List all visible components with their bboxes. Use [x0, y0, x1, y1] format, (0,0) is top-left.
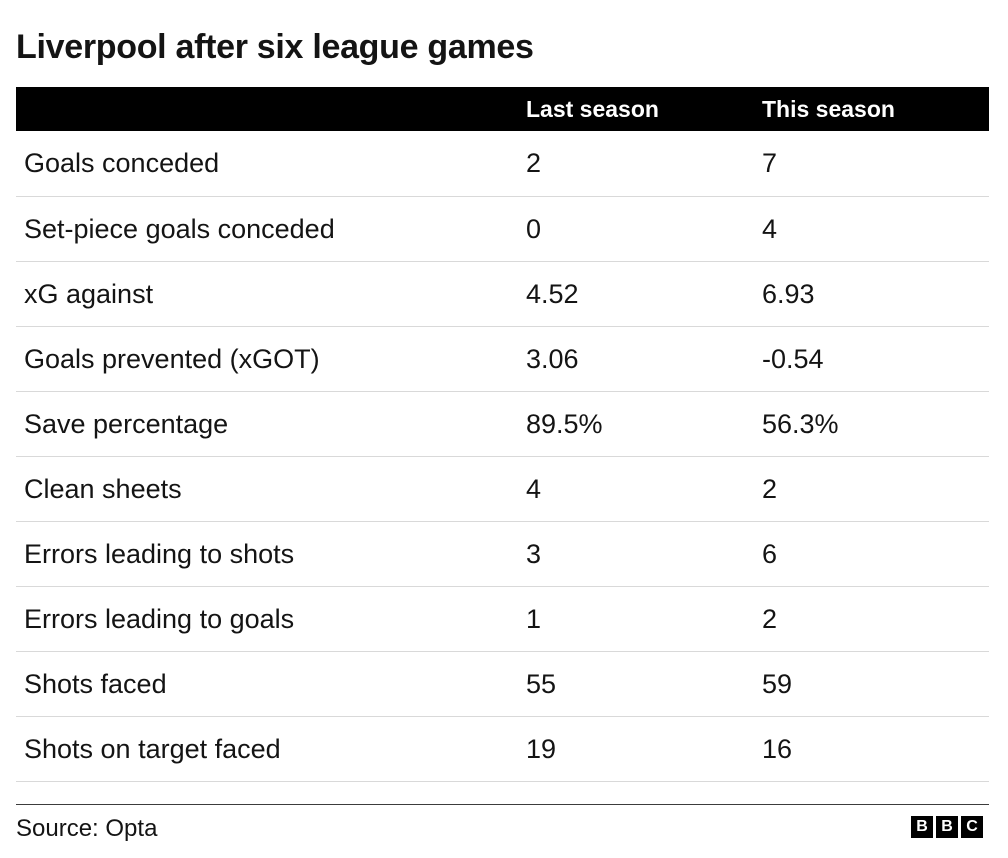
table-row: Clean sheets 4 2 [16, 456, 989, 521]
row-label: Goals conceded [24, 148, 220, 179]
last-season-value: 19 [526, 733, 557, 764]
header-this-season: This season [762, 96, 895, 122]
logo-letter: C [961, 816, 983, 838]
this-season-value: 7 [762, 148, 778, 179]
this-season-value: 2 [762, 603, 778, 634]
table-body: Goals conceded 2 7 Set-piece goals conceded… [16, 131, 989, 781]
row-label: Errors leading to shots [24, 538, 295, 569]
last-season-value: 4 [526, 473, 542, 504]
table-header: Last season This season [16, 87, 989, 131]
footer-divider [16, 804, 989, 805]
row-label: Set-piece goals conceded [24, 213, 335, 244]
table-row: Shots on target faced 19 16 [16, 716, 989, 781]
table-row: Errors leading to goals 1 2 [16, 586, 989, 651]
last-season-value: 4.52 [526, 278, 579, 309]
this-season-value: 4 [762, 213, 778, 244]
last-season-value: 3.06 [526, 343, 579, 374]
bbc-logo: B B C [911, 816, 983, 838]
last-season-value: 55 [526, 668, 557, 699]
this-season-value: 2 [762, 473, 778, 504]
row-label: Clean sheets [24, 473, 182, 504]
header-label-column [16, 87, 518, 131]
this-season-value: 59 [762, 668, 793, 699]
row-label: Shots on target faced [24, 733, 281, 764]
stats-table: Last season This season Goals conceded 2 7… [16, 87, 989, 782]
row-label: Errors leading to goals [24, 603, 295, 634]
this-season-value: 6.93 [762, 278, 815, 309]
header-row: Last season This season [16, 87, 989, 131]
this-season-value: 56.3% [762, 408, 839, 439]
this-season-value: 16 [762, 733, 793, 764]
last-season-value: 0 [526, 213, 542, 244]
chart-container: Liverpool after six league games Last se… [16, 0, 989, 842]
table-row: Set-piece goals conceded 0 4 [16, 196, 989, 261]
table-row: Shots faced 55 59 [16, 651, 989, 716]
this-season-value: 6 [762, 538, 778, 569]
row-label: Shots faced [24, 668, 167, 699]
header-last-season: Last season [526, 96, 659, 122]
this-season-value: -0.54 [762, 343, 824, 374]
last-season-value: 89.5% [526, 408, 603, 439]
last-season-value: 1 [526, 603, 542, 634]
table-row: Goals conceded 2 7 [16, 131, 989, 196]
table-row: Goals prevented (xGOT) 3.06 -0.54 [16, 326, 989, 391]
table-row: Save percentage 89.5% 56.3% [16, 391, 989, 456]
logo-letter: B [911, 816, 933, 838]
row-label: Save percentage [24, 408, 229, 439]
last-season-value: 3 [526, 538, 542, 569]
table-row: Errors leading to shots 3 6 [16, 521, 989, 586]
table-row: xG against 4.52 6.93 [16, 261, 989, 326]
logo-letter: B [936, 816, 958, 838]
chart-title: Liverpool after six league games [16, 28, 534, 66]
source-note: Source: Opta [16, 815, 158, 842]
row-label: xG against [24, 278, 154, 309]
last-season-value: 2 [526, 148, 542, 179]
row-label: Goals prevented (xGOT) [24, 343, 320, 374]
